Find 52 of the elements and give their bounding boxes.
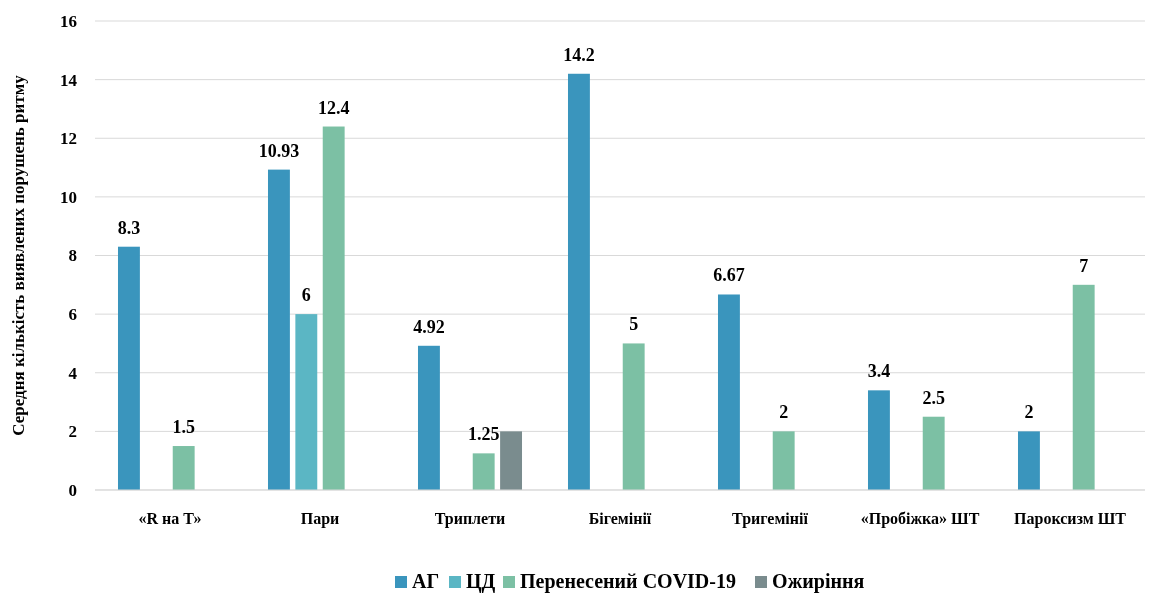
y-tick-label: 12 — [60, 129, 77, 149]
x-tick-label: «Пробіжка» ШТ — [860, 510, 980, 528]
y-tick-label: 0 — [68, 480, 77, 500]
bar — [567, 73, 590, 490]
legend-label: АГ — [412, 570, 440, 592]
data-label: 5 — [629, 314, 639, 335]
x-tick-label: Тригемінії — [732, 510, 809, 528]
bar — [867, 390, 890, 490]
data-label: 6 — [301, 285, 311, 306]
data-label: 12.4 — [317, 97, 350, 118]
data-label: 2 — [779, 402, 789, 423]
bar — [117, 246, 140, 490]
data-label: 10.93 — [258, 140, 300, 161]
data-label: 1.25 — [467, 424, 500, 445]
legend-label: Перенесений COVID-19 — [520, 570, 736, 593]
data-label: 1.5 — [172, 417, 195, 438]
x-tick-label: Триплети — [434, 510, 506, 528]
data-label: 4.92 — [413, 316, 445, 337]
x-tick-label: Бігемінії — [588, 510, 652, 527]
bar — [772, 431, 795, 490]
legend-label: Ожиріння — [772, 570, 865, 593]
bar — [922, 416, 945, 490]
y-tick-label: 8 — [68, 246, 77, 266]
data-label: 3.4 — [867, 361, 891, 382]
data-label: 7 — [1079, 255, 1089, 276]
bar — [472, 453, 495, 490]
bar — [717, 294, 740, 490]
bar — [322, 126, 345, 490]
bar — [172, 446, 195, 490]
y-tick-label: 4 — [68, 363, 78, 383]
data-label: 2 — [1024, 402, 1034, 423]
y-tick-label: 14 — [60, 70, 78, 90]
y-axis-title: Середня кількість виявлених порушень ритму — [9, 74, 28, 436]
x-tick-label: «R на Т» — [138, 510, 202, 527]
x-tick-label: Пари — [300, 510, 340, 528]
y-tick-label: 2 — [68, 422, 77, 442]
data-label: 8.3 — [117, 217, 141, 238]
y-tick-label: 6 — [68, 305, 77, 325]
y-tick-label: 10 — [60, 187, 77, 207]
x-tick-label: Пароксизм ШТ — [1014, 510, 1127, 528]
bar — [417, 345, 440, 490]
bar — [500, 431, 523, 490]
data-label: 14.2 — [563, 44, 595, 65]
bar — [267, 169, 290, 490]
data-label: 6.67 — [713, 265, 745, 286]
bar — [622, 343, 645, 490]
bar — [295, 314, 318, 490]
bar — [1017, 431, 1040, 490]
bar — [1072, 284, 1095, 490]
legend-label: ЦД — [466, 570, 496, 593]
data-label: 2.5 — [922, 387, 945, 408]
y-tick-label: 16 — [60, 11, 77, 31]
